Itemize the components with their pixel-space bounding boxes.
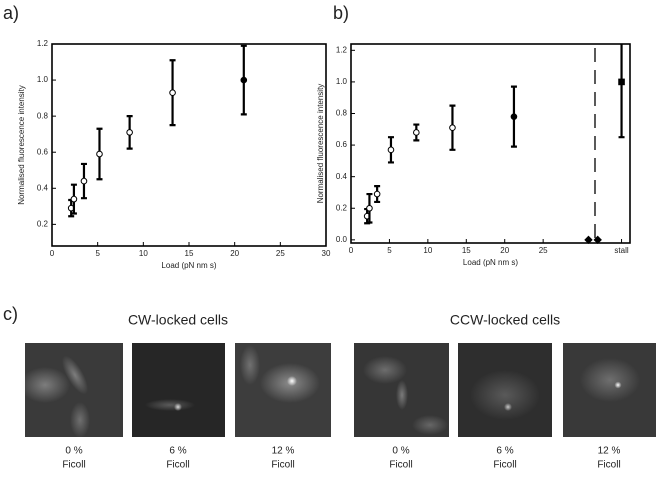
- micrograph: [235, 343, 331, 437]
- x-axis-title: Load (pN nm s): [463, 258, 518, 267]
- y-tick-label: 1.2: [336, 45, 348, 54]
- x-tick-label: 20: [500, 246, 509, 255]
- point: [510, 113, 518, 120]
- y-tick-label: 0.6: [37, 147, 49, 156]
- panel-label: b): [333, 3, 349, 23]
- y-tick-label: 0.8: [336, 109, 348, 118]
- x-tick-label: 0: [349, 246, 354, 255]
- panel-label: a): [3, 3, 19, 23]
- caption: Ficoll: [166, 460, 189, 471]
- y-tick-label: 1.0: [37, 75, 49, 84]
- group-title: CCW-locked cells: [450, 312, 560, 328]
- caption: 12 %: [272, 446, 295, 457]
- y-tick-label: 1.0: [336, 77, 348, 86]
- point: [126, 129, 133, 136]
- caption: 6 %: [169, 446, 186, 457]
- micrograph: [132, 343, 225, 437]
- y-tick-label: 0.6: [336, 140, 348, 149]
- x-tick-label: 30: [322, 249, 331, 258]
- y-axis-title: Normalised fluorescence intensity: [17, 85, 26, 205]
- plot-frame: [51, 43, 327, 247]
- x-tick-label: 10: [423, 246, 432, 255]
- x-tick-label: 15: [462, 246, 471, 255]
- x-tick-label: 25: [539, 246, 548, 255]
- point: [70, 195, 78, 203]
- point: [413, 129, 420, 136]
- x-tick-label: 20: [230, 249, 239, 258]
- y-tick-label: 0.2: [37, 219, 49, 228]
- group-title: CW-locked cells: [128, 312, 228, 328]
- caption: Ficoll: [597, 460, 620, 471]
- x-tick-label: 25: [276, 249, 285, 258]
- plot-area: [363, 44, 625, 225]
- x-tick-label: 5: [387, 246, 392, 255]
- point: [366, 204, 373, 212]
- caption: 12 %: [598, 446, 621, 457]
- micrograph: [354, 343, 449, 437]
- x-tick-label: stall: [614, 246, 628, 255]
- point: [373, 190, 381, 198]
- x-axis-title: Load (pN nm s): [161, 261, 216, 270]
- y-tick-label: 0.4: [37, 183, 49, 192]
- plot-frame: [350, 43, 631, 244]
- point: [80, 177, 88, 185]
- point: [387, 146, 395, 154]
- y-tick-label: 1.2: [37, 39, 49, 48]
- point: [618, 78, 625, 86]
- point: [449, 124, 456, 132]
- caption: 6 %: [496, 446, 513, 457]
- point: [240, 76, 248, 84]
- y-tick-label: 0.0: [336, 235, 348, 244]
- point: [96, 150, 103, 158]
- plot-area: [67, 44, 248, 218]
- caption: Ficoll: [389, 460, 412, 471]
- caption: Ficoll: [62, 460, 85, 471]
- y-tick-label: 0.2: [336, 203, 348, 212]
- caption: Ficoll: [271, 460, 294, 471]
- micrograph: [20, 343, 123, 438]
- micrograph: [563, 343, 656, 437]
- y-axis-title: Normalised fluorescence intensity: [316, 84, 325, 204]
- x-tick-label: 0: [50, 249, 55, 258]
- caption: 0 %: [65, 446, 82, 457]
- x-tick-label: 15: [185, 249, 194, 258]
- x-tick-label: 10: [139, 249, 148, 258]
- point: [169, 89, 176, 96]
- caption: Ficoll: [493, 460, 516, 471]
- x-tick-label: 5: [95, 249, 100, 258]
- micrograph: [458, 343, 552, 437]
- panel-label: c): [3, 304, 18, 324]
- y-tick-label: 0.8: [37, 111, 49, 120]
- y-tick-label: 0.4: [336, 172, 348, 181]
- caption: 0 %: [392, 446, 409, 457]
